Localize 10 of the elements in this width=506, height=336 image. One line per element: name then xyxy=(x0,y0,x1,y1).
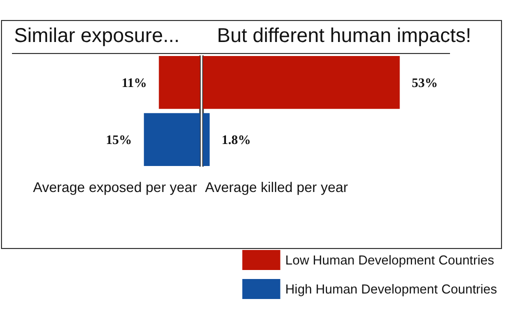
chart-title: But different human impacts! xyxy=(217,25,472,47)
data-label: 11% xyxy=(122,74,147,90)
data-label: 1.8% xyxy=(222,132,251,148)
legend-label: High Human Development Countries xyxy=(285,282,498,296)
x-axis-title: Average killed per year xyxy=(205,179,348,195)
legend-label: Low Human Development Countries xyxy=(285,252,495,268)
data-label: 53% xyxy=(412,74,438,90)
data-label: 15% xyxy=(106,132,132,148)
chart-title: Similar exposure... xyxy=(14,25,180,47)
x-axis-title: Average exposed per year xyxy=(33,179,198,195)
